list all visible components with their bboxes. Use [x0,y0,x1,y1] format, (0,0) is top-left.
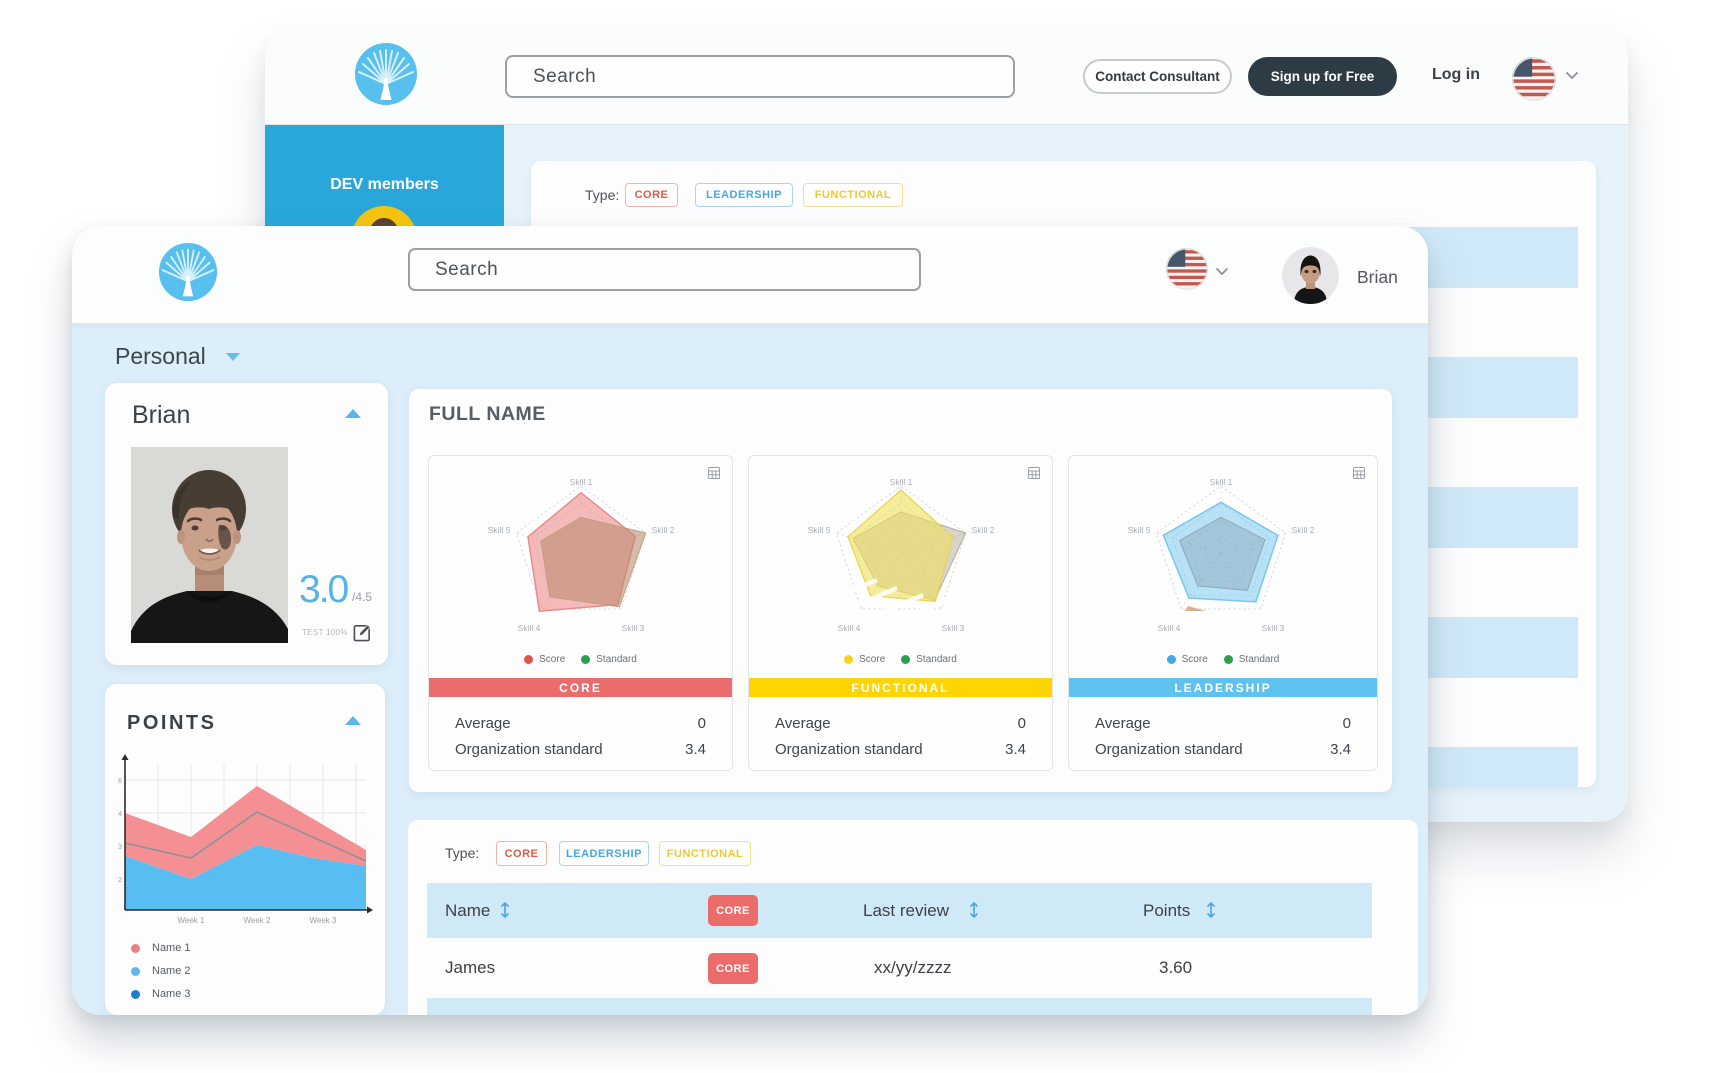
svg-text:Skill 4: Skill 4 [838,623,861,633]
svg-text:Skill 3: Skill 3 [1262,623,1285,633]
svg-text:Skill 5: Skill 5 [1128,525,1151,535]
svg-text:Skill 5: Skill 5 [488,525,511,535]
svg-text:Skill 3: Skill 3 [622,623,645,633]
svg-text:4: 4 [118,811,122,818]
svg-text:3: 3 [118,844,122,851]
svg-text:Skill 3: Skill 3 [942,623,965,633]
svg-text:6: 6 [118,778,122,785]
svg-text:Skill 1: Skill 1 [570,478,593,487]
svg-text:Week 2: Week 2 [244,916,272,925]
svg-text:Skill 2: Skill 2 [652,525,675,535]
svg-text:Week 1: Week 1 [178,916,206,925]
svg-text:Skill 1: Skill 1 [890,478,913,487]
svg-text:Skill 4: Skill 4 [518,623,541,633]
svg-text:Skill 2: Skill 2 [1292,525,1315,535]
svg-text:Week 3: Week 3 [310,916,338,925]
svg-text:Skill 5: Skill 5 [808,525,831,535]
svg-text:2: 2 [118,877,122,884]
svg-text:Skill 2: Skill 2 [972,525,995,535]
svg-text:Skill 1: Skill 1 [1210,478,1233,487]
svg-text:Skill 4: Skill 4 [1158,623,1181,633]
